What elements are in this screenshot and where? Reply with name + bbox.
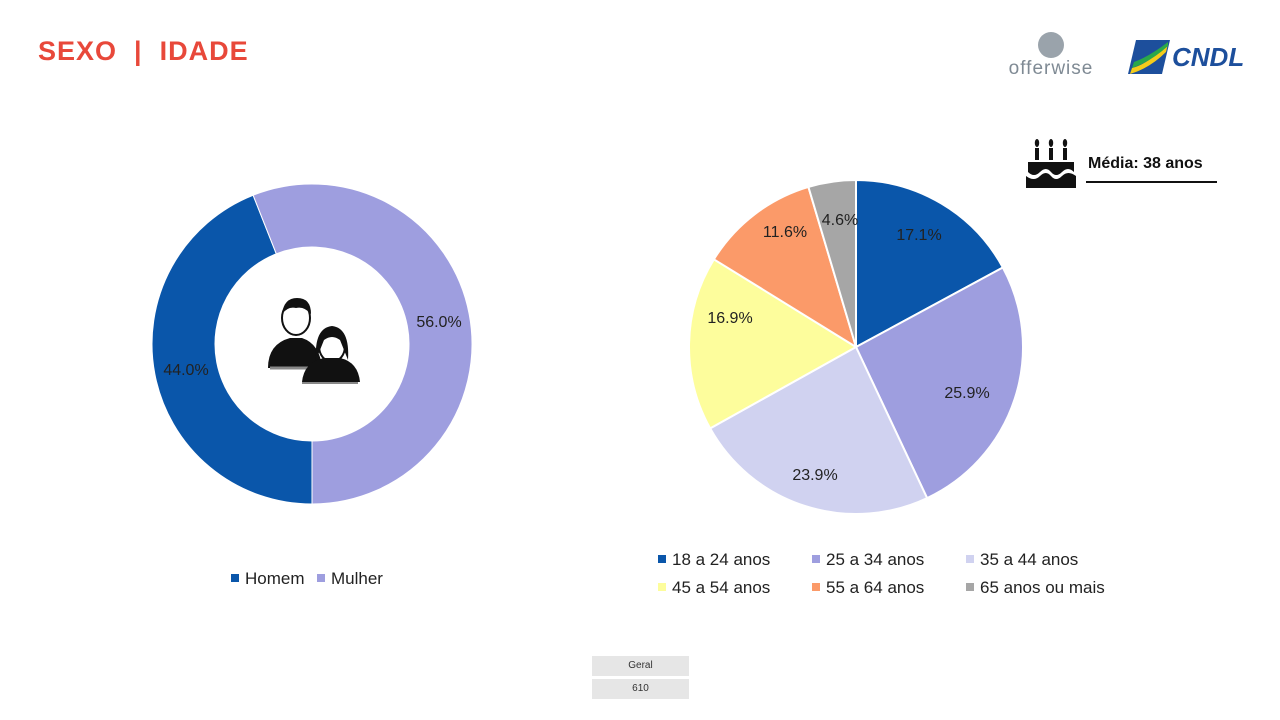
legend-item-55-64: 55 a 64 anos: [812, 578, 924, 598]
legend-item-18-24: 18 a 24 anos: [658, 550, 770, 570]
legend-label-45-54: 45 a 54 anos: [672, 578, 771, 597]
pie-data-label-35-44: 23.9%: [792, 467, 837, 484]
average-age-indicator: Média: 38 anos: [1024, 138, 1220, 190]
pie-slice-45-54: [688, 257, 858, 430]
pie-slice-35-44: [708, 345, 929, 515]
legend-swatch-mulher: [317, 574, 325, 582]
offerwise-logo-text: offerwise: [1008, 58, 1094, 79]
pie-slice-25-34: [854, 266, 1025, 500]
offerwise-logo: offerwise: [996, 30, 1106, 80]
pie-data-label-18-24: 17.1%: [896, 227, 941, 244]
average-age-label: Média: 38 anos: [1088, 155, 1203, 172]
donut-data-label-mulher: 56.0%: [416, 314, 461, 331]
legend-item-mulher: Mulher: [317, 569, 383, 589]
legend-item-25-34: 25 a 34 anos: [812, 550, 924, 570]
donut-slice-mulher: [252, 183, 473, 505]
pie-data-label-55-64: 11.6%: [763, 224, 807, 241]
cndl-logo-icon: [1128, 40, 1170, 74]
birthday-cake-icon: [1026, 139, 1076, 188]
donut-data-label-homem: 44.0%: [163, 362, 208, 379]
legend-label-mulher: Mulher: [331, 569, 383, 588]
donut-slice-homem: [151, 194, 313, 505]
legend-label-25-34: 25 a 34 anos: [826, 550, 925, 569]
offerwise-emblem-icon: [1038, 32, 1064, 58]
pie-data-label-45-54: 16.9%: [707, 310, 752, 327]
sample-base-value: 610: [592, 679, 689, 699]
legend-swatch-18-24: [658, 555, 666, 563]
pie-slice-65-plus: [807, 178, 857, 348]
couple-icon: [268, 298, 360, 384]
legend-item-65-plus: 65 anos ou mais: [966, 578, 1105, 598]
sample-base-header: Geral: [592, 656, 689, 676]
legend-label-65-plus: 65 anos ou mais: [980, 578, 1105, 597]
legend-item-35-44: 35 a 44 anos: [966, 550, 1078, 570]
legend-label-55-64: 55 a 64 anos: [826, 578, 925, 597]
page-title: SEXO | IDADE: [38, 36, 249, 66]
legend-label-18-24: 18 a 24 anos: [672, 550, 771, 569]
legend-swatch-65-plus: [966, 583, 974, 591]
sample-base-table: Geral 610: [592, 656, 689, 702]
pie-slice-18-24: [855, 178, 1005, 349]
average-age-underline: [1086, 181, 1217, 183]
legend-swatch-55-64: [812, 583, 820, 591]
pie-data-label-65-plus: 4.6%: [822, 212, 858, 229]
legend-label-35-44: 35 a 44 anos: [980, 550, 1079, 569]
cndl-logo: CNDL: [1128, 38, 1246, 78]
legend-label-homem: Homem: [245, 569, 305, 588]
pie-slice-55-64: [712, 185, 858, 350]
legend-item-homem: Homem: [231, 569, 305, 589]
legend-swatch-45-54: [658, 583, 666, 591]
cndl-logo-text: CNDL: [1172, 42, 1245, 72]
pie-data-label-25-34: 25.9%: [944, 385, 989, 402]
legend-swatch-homem: [231, 574, 239, 582]
legend-item-45-54: 45 a 54 anos: [658, 578, 770, 598]
legend-swatch-35-44: [966, 555, 974, 563]
legend-swatch-25-34: [812, 555, 820, 563]
